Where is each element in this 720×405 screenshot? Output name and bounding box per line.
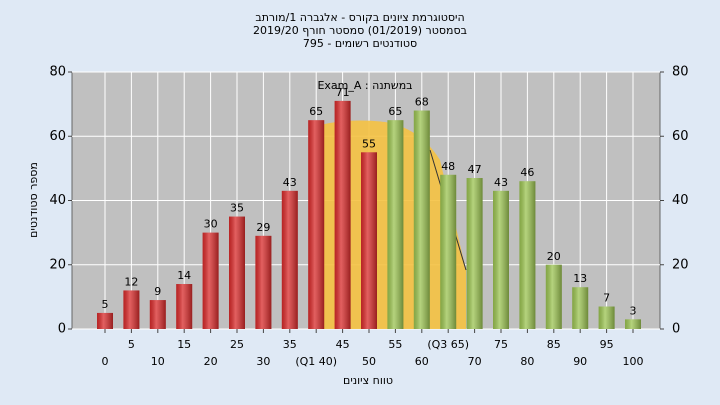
x-tick-label: 85 [547,338,561,351]
bar-shade [493,190,509,329]
data-label: 46 [520,166,534,179]
bar-shade [202,232,219,329]
y-tick-label: 80 [49,65,66,80]
bar-shade [413,110,430,329]
data-label: 48 [441,160,455,173]
annotation: במשתנה : Exam_A [317,79,412,92]
bar-shade [519,181,536,329]
x-tick-label: 95 [600,338,614,351]
bar-shade [149,300,166,329]
data-label: 55 [362,137,376,150]
y2-tick-label: 80 [672,65,689,80]
y-tick-label: 0 [58,322,66,337]
bar-shade [466,178,483,329]
data-label: 68 [415,96,429,109]
y2-tick-label: 60 [672,129,689,144]
x-tick-label: 15 [177,338,191,351]
bar-shade [440,174,457,329]
data-label: 9 [154,285,161,298]
bar-shade [625,319,641,329]
data-label: 65 [309,105,323,118]
bar-shade [176,284,193,329]
x-axis-title: טווח ציונים [343,374,393,387]
data-label: 35 [230,202,244,215]
bar-shade [598,306,615,329]
bar-shade [545,264,562,329]
y-axis-title: מספר סטודנטים [27,162,40,238]
x-tick-label: 90 [573,355,587,368]
data-label: 20 [547,250,561,263]
x-tick-label: 80 [520,355,534,368]
data-label: 13 [573,272,587,285]
data-label: 30 [204,218,218,231]
y-tick-label: 40 [49,193,66,208]
bar-shade [308,120,325,329]
data-label: 7 [603,292,610,305]
x-tick-label: 0 [102,355,109,368]
x-tick-label: 45 [336,338,350,351]
bar-shade [572,287,589,329]
bar-shade [123,290,140,329]
data-label: 43 [283,176,297,189]
x-tick-label: 55 [388,338,402,351]
data-label: 71 [336,86,350,99]
bar-shade [255,235,272,329]
title-line: היסטוגרמת ציונים בקורס - אלגברה 1/מורתב [255,11,464,24]
x-tick-label: 25 [230,338,244,351]
bar-shade [281,190,298,329]
x-tick-label: (Q1 40) [295,355,337,368]
y2-tick-label: 0 [672,322,680,337]
data-label: 47 [468,163,482,176]
title-line: סטודנטים רשומים - 795 [303,37,417,50]
y2-tick-label: 20 [672,257,689,272]
bar-shade [97,312,113,329]
bar-shade [229,216,245,329]
x-tick-label: 35 [283,338,297,351]
x-tick-label: 60 [415,355,429,368]
data-label: 29 [256,221,270,234]
data-label: 12 [124,275,138,288]
x-tick-label: 50 [362,355,376,368]
x-tick-label: 20 [204,355,218,368]
bar-shade [334,100,351,329]
x-tick-label: 100 [623,355,644,368]
data-label: 65 [388,105,402,118]
title-line: בסמסטר (01/2019) סמסטר חורף 2019/20 [253,24,467,37]
y2-tick-label: 40 [672,193,689,208]
x-tick-label: 30 [256,355,270,368]
bar-shade [387,120,404,329]
x-tick-label: (Q3 65) [427,338,469,351]
y-tick-label: 20 [49,257,66,272]
x-tick-label: 10 [151,355,165,368]
bar-shade [361,152,377,329]
data-label: 5 [102,298,109,311]
data-label: 43 [494,176,508,189]
x-tick-label: 5 [128,338,135,351]
data-label: 14 [177,269,191,282]
x-tick-label: 75 [494,338,508,351]
data-label: 3 [630,304,637,317]
y-tick-label: 60 [49,129,66,144]
x-tick-label: 70 [468,355,482,368]
